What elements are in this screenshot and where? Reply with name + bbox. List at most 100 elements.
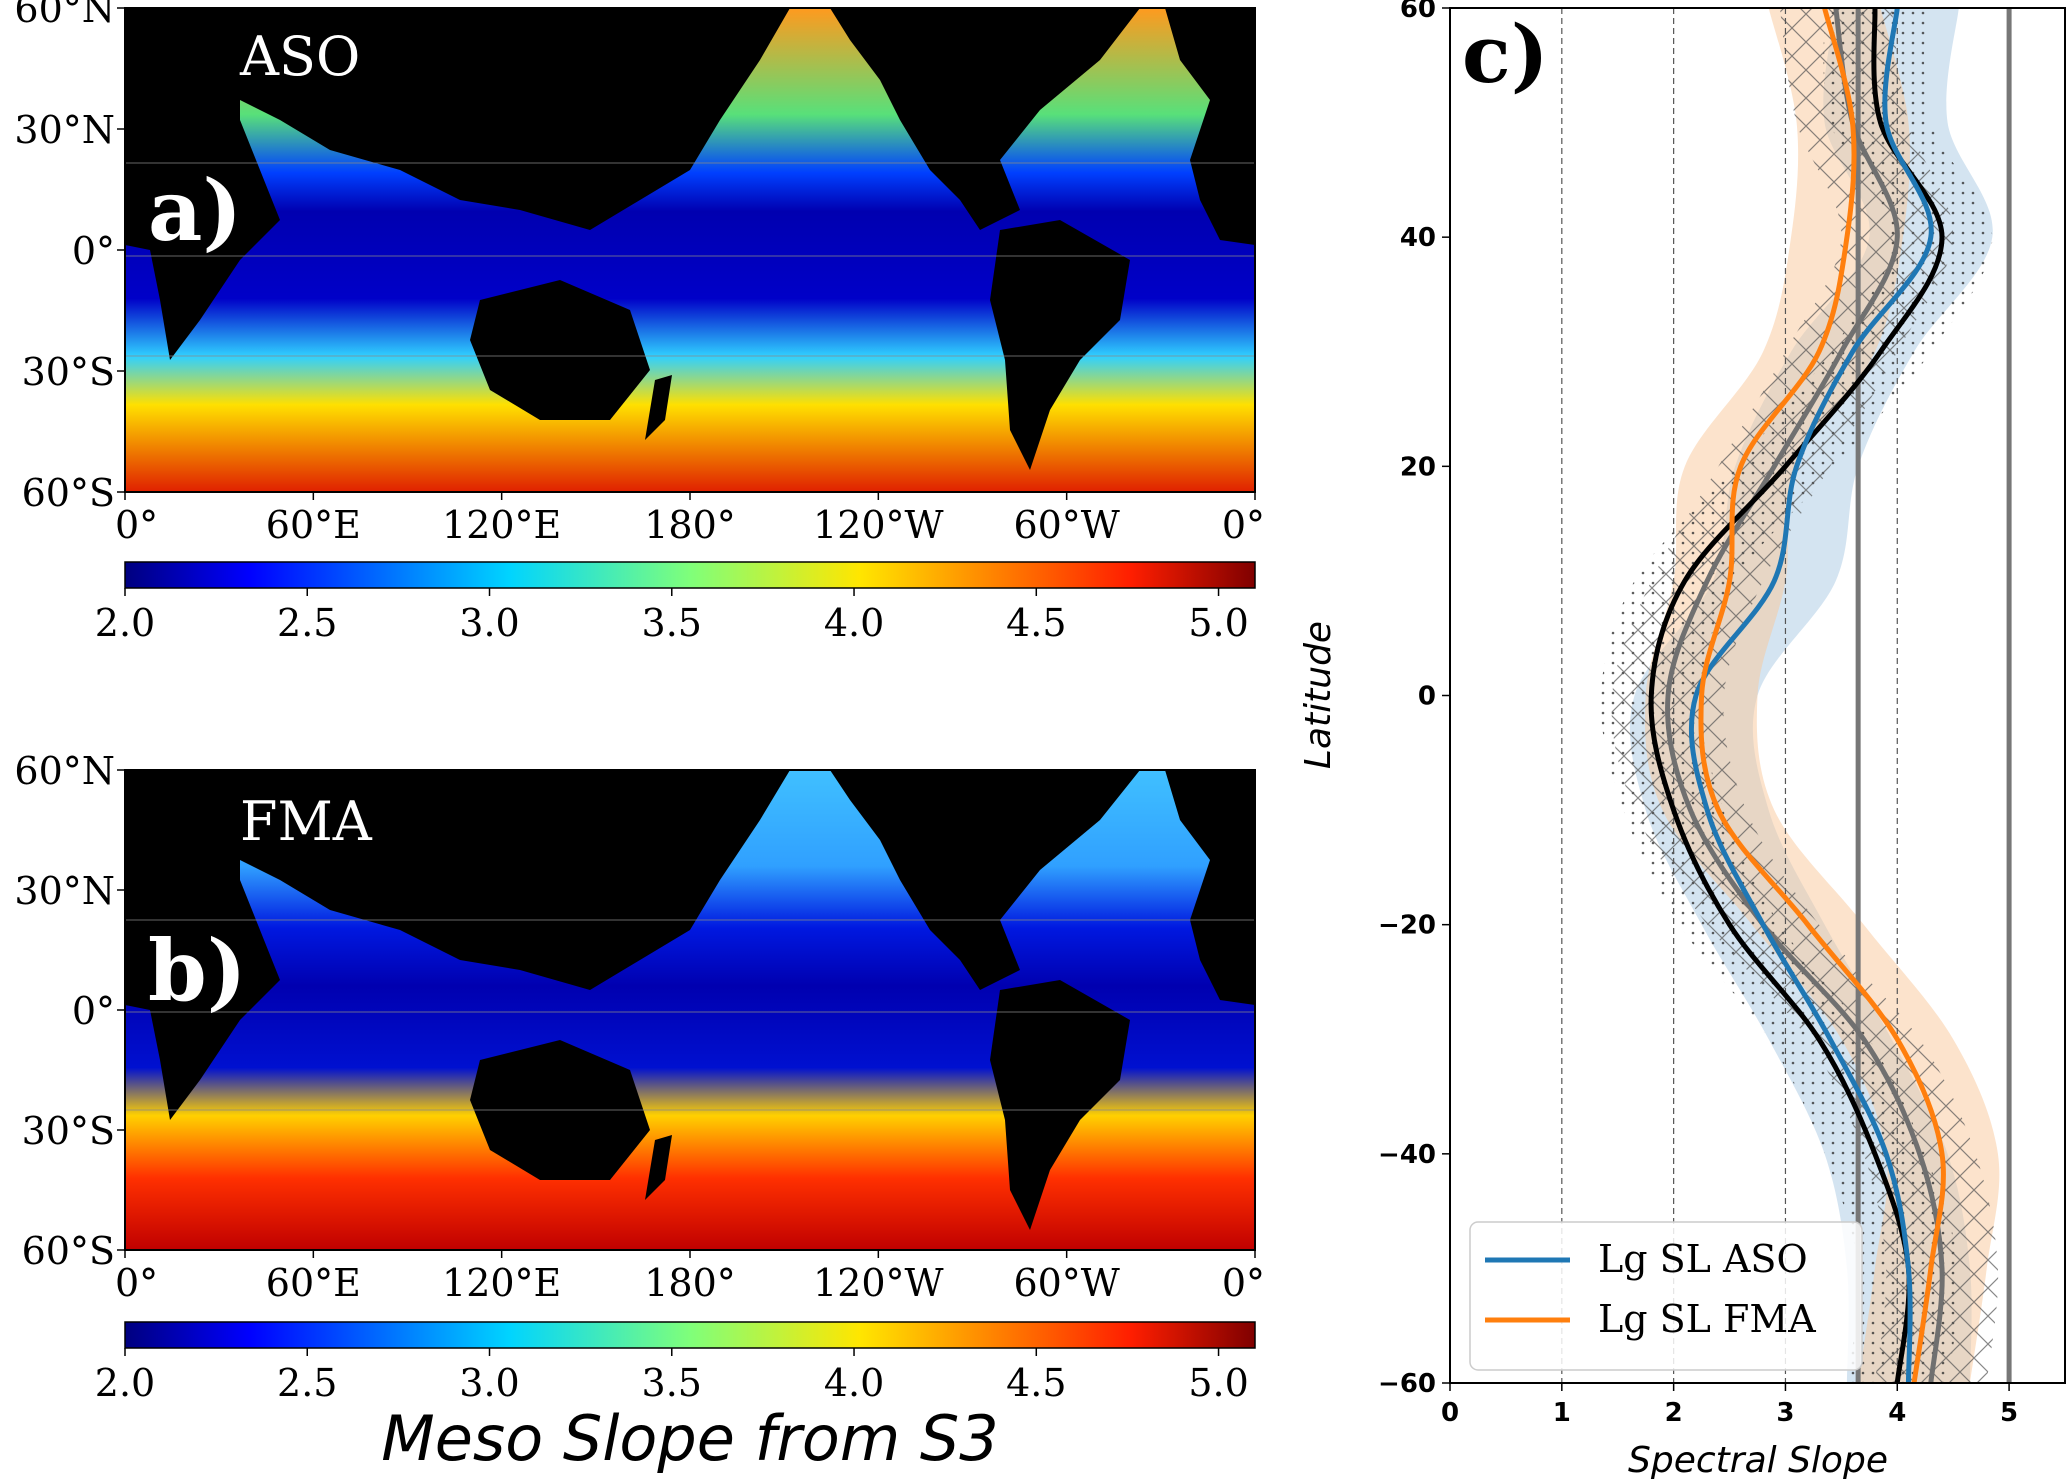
a-colorbar-tick-label: 2.5 bbox=[277, 601, 337, 645]
b-colorbar-tick-label: 4.5 bbox=[1006, 1361, 1066, 1405]
y-tick-label: 40 bbox=[1400, 223, 1436, 253]
panel-c-uncertainty-bands bbox=[1600, 8, 2000, 1383]
panel-b-label: b) bbox=[148, 921, 246, 1020]
a-lat-tick-label: 60°N bbox=[14, 0, 115, 31]
b-colorbar-tick-label: 4.0 bbox=[824, 1361, 884, 1405]
a-lon-tick-label: 60°E bbox=[266, 503, 361, 547]
colorbar-label: Meso Slope from S3 bbox=[381, 1402, 998, 1475]
b-lat-tick-label: 30°N bbox=[14, 869, 115, 913]
panel-b-europe-land bbox=[1165, 770, 1255, 1005]
b-lat-tick-label: 30°S bbox=[22, 1109, 115, 1153]
panel-b-lon-ticks: 0° 60°E 120°E 180° 120°W 60°W 0° bbox=[115, 1250, 1265, 1305]
panel-a-asia-land bbox=[240, 8, 790, 230]
panel-b-colorbar-bar bbox=[124, 1321, 1256, 1349]
panel-b-south-america-land bbox=[990, 980, 1130, 1230]
a-lon-tick-label: 120°W bbox=[813, 503, 944, 547]
panel-a-label: a) bbox=[148, 161, 242, 260]
b-colorbar-tick-label: 3.0 bbox=[459, 1361, 519, 1405]
y-tick-label: 60 bbox=[1400, 0, 1436, 24]
panel-b-colorbar-ticks: 2.0 2.5 3.0 3.5 4.0 4.5 5.0 bbox=[95, 1348, 1249, 1405]
y-tick-label: −60 bbox=[1378, 1369, 1436, 1399]
x-tick-label: 0 bbox=[1441, 1398, 1459, 1428]
panel-c-series bbox=[1648, 8, 1946, 1383]
panel-b-africa-land bbox=[125, 770, 280, 1120]
y-tick-label: 20 bbox=[1400, 452, 1436, 482]
series-line-lg-sl-fma bbox=[1698, 8, 1946, 1383]
a-lat-tick-label: 30°N bbox=[14, 108, 115, 152]
panel-b-lat-ticks: 60°N 30°N 0° 30°S 60°S bbox=[14, 749, 125, 1273]
panel-b-asia-land bbox=[240, 770, 790, 990]
panel-a-newzealand-land bbox=[645, 375, 672, 440]
panel-b-newzealand-land bbox=[645, 1135, 672, 1200]
legend-label-fma: Lg SL FMA bbox=[1598, 1297, 1816, 1341]
a-colorbar-tick-label: 4.5 bbox=[1006, 601, 1066, 645]
a-lon-tick-label: 180° bbox=[644, 503, 736, 547]
series-line-gray bbox=[1665, 8, 1945, 1383]
panel-a-colorbar: 2.0 2.5 3.0 3.5 4.0 4.5 5.0 bbox=[95, 561, 1256, 645]
panel-c-ylabel: Latitude bbox=[1298, 621, 1339, 769]
b-lat-tick-label: 60°S bbox=[22, 1229, 115, 1273]
b-lon-tick-label: 180° bbox=[644, 1261, 736, 1305]
panel-a-season-label: ASO bbox=[239, 25, 360, 88]
series-line-black bbox=[1648, 8, 1945, 1383]
legend: Lg SL ASO Lg SL FMA bbox=[1469, 1221, 1863, 1371]
panel-a-south-america-land bbox=[990, 220, 1130, 470]
panel-b-season-label: FMA bbox=[240, 790, 373, 853]
a-lon-tick-label: 0° bbox=[1222, 503, 1265, 547]
panel-b-colorbar: 2.0 2.5 3.0 3.5 4.0 4.5 5.0 Meso Slope from S3 bbox=[95, 1321, 1256, 1475]
panel-c-y-ticks: −60 −40 −20 0 20 40 60 bbox=[1378, 0, 1450, 1399]
b-lat-tick-label: 60°N bbox=[14, 749, 115, 793]
panel-b-continents bbox=[125, 770, 1255, 1230]
b-lon-tick-label: 60°W bbox=[1013, 1261, 1119, 1305]
b-lon-tick-label: 120°W bbox=[813, 1261, 944, 1305]
panel-b-graticule bbox=[125, 919, 1255, 1111]
panel-a-colorbar-bar bbox=[124, 561, 1256, 589]
x-tick-label: 2 bbox=[1665, 1398, 1683, 1428]
panel-a-north-america-land bbox=[830, 8, 1140, 230]
a-lon-tick-label: 0° bbox=[115, 503, 158, 547]
panel-c-line-chart: 0 1 2 3 4 5 −60 −40 −20 0 20 40 60 c) Spectral Slop… bbox=[1298, 0, 2066, 1479]
panel-b-north-america-land bbox=[830, 770, 1140, 990]
panel-c-x-ticks: 0 1 2 3 4 5 bbox=[1441, 1383, 2018, 1428]
panel-a-africa-land bbox=[125, 8, 280, 360]
panel-a-australia-land bbox=[470, 280, 650, 420]
a-lat-tick-label: 60°S bbox=[22, 471, 115, 515]
a-colorbar-tick-label: 4.0 bbox=[824, 601, 884, 645]
panel-a-graticule bbox=[125, 162, 1255, 357]
b-lon-tick-label: 60°E bbox=[266, 1261, 361, 1305]
b-colorbar-tick-label: 5.0 bbox=[1188, 1361, 1248, 1405]
b-colorbar-tick-label: 2.5 bbox=[277, 1361, 337, 1405]
panel-a-continents bbox=[125, 8, 1255, 470]
panel-c-reference-lines bbox=[1561, 8, 2012, 1383]
a-colorbar-tick-label: 5.0 bbox=[1188, 601, 1248, 645]
b-lat-tick-label: 0° bbox=[72, 989, 115, 1033]
panel-a-europe-land bbox=[1165, 8, 1255, 245]
y-tick-label: 0 bbox=[1418, 682, 1436, 712]
panel-c-xlabel: Spectral Slope bbox=[1628, 1440, 1888, 1479]
x-tick-label: 3 bbox=[1776, 1398, 1794, 1428]
a-colorbar-tick-label: 2.0 bbox=[95, 601, 155, 645]
panel-a-lat-ticks: 60°N 30°N 0° 30°S 60°S bbox=[14, 0, 125, 515]
a-colorbar-tick-label: 3.5 bbox=[642, 601, 702, 645]
a-lat-tick-label: 30°S bbox=[22, 350, 115, 394]
panel-a-map: ASO a) 60°N 30°N 0° 30°S 60°S 0° 60°E 120°E 180… bbox=[14, 0, 1265, 547]
panel-b-map: FMA b) 60°N 30°N 0° 30°S 60°S 0° 60°E 120°E 180… bbox=[14, 749, 1265, 1305]
series-line-lg-sl-aso bbox=[1688, 8, 1934, 1383]
x-tick-label: 5 bbox=[2000, 1398, 2018, 1428]
panel-c-label: c) bbox=[1462, 7, 1549, 101]
legend-label-aso: Lg SL ASO bbox=[1598, 1237, 1808, 1281]
a-colorbar-tick-label: 3.0 bbox=[459, 601, 519, 645]
b-lon-tick-label: 0° bbox=[115, 1261, 158, 1305]
y-tick-label: −40 bbox=[1378, 1140, 1436, 1170]
a-lat-tick-label: 0° bbox=[72, 229, 115, 273]
band-gray-hatched bbox=[1611, 8, 1999, 1383]
x-tick-label: 1 bbox=[1553, 1398, 1571, 1428]
panel-a-colorbar-ticks: 2.0 2.5 3.0 3.5 4.0 4.5 5.0 bbox=[95, 588, 1249, 645]
b-lon-tick-label: 0° bbox=[1222, 1261, 1265, 1305]
a-lon-tick-label: 120°E bbox=[442, 503, 561, 547]
a-lon-tick-label: 60°W bbox=[1013, 503, 1119, 547]
y-tick-label: −20 bbox=[1378, 911, 1436, 941]
b-colorbar-tick-label: 3.5 bbox=[642, 1361, 702, 1405]
panel-a-lon-ticks: 0° 60°E 120°E 180° 120°W 60°W 0° bbox=[115, 492, 1265, 547]
